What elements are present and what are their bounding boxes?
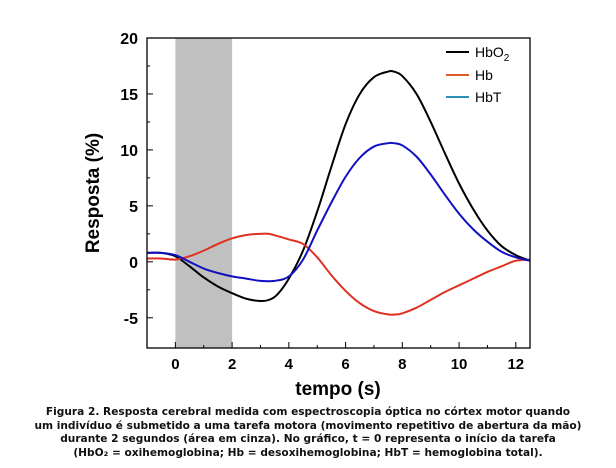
y-tick-label: 0: [129, 255, 138, 272]
plot-frame: [146, 37, 531, 349]
x-tick-label: 6: [341, 356, 349, 373]
caption-line: (HbO₂ = oxihemoglobina; Hb = desoxihemog…: [73, 446, 543, 459]
y-tick-label: 20: [120, 31, 138, 48]
legend: HbO2 Hb HbT: [446, 44, 510, 105]
line-chart: 0 2 4 6 8 10 12 -5 0 5 10 15 20 tempo (s) Resposta …: [83, 31, 531, 400]
x-tick-label: 8: [398, 356, 406, 373]
x-tick-label: 12: [507, 356, 524, 373]
series-line-hbo2: [146, 69, 531, 303]
caption-line: Figura 2. Resposta cerebral medida com e…: [45, 406, 571, 418]
series-line-hbt: [146, 141, 531, 283]
x-tick-label: 2: [228, 356, 236, 373]
task-shaded-area: [175, 38, 233, 348]
x-tick-label: 10: [451, 356, 468, 373]
y-tick-label: 15: [120, 87, 138, 104]
legend-label-hbt: HbT: [475, 89, 502, 105]
x-tick-label: 4: [285, 356, 294, 373]
y-axis-ticks: -5 0 5 10 15 20: [120, 31, 153, 328]
caption-line: um indivíduo é submetido a uma tarefa mo…: [34, 419, 582, 432]
y-axis-label: Resposta (%): [83, 133, 104, 253]
series-lines: [146, 69, 531, 316]
x-tick-label: 0: [171, 356, 179, 373]
series-line-hb: [146, 232, 531, 316]
figure-caption: Figura 2. Resposta cerebral medida com e…: [0, 406, 616, 460]
y-tick-label: 5: [129, 199, 138, 216]
legend-label-hb: Hb: [475, 67, 493, 83]
y-tick-label: 10: [120, 143, 138, 160]
shaded-task-region: [175, 38, 233, 348]
legend-label-hbo2: HbO2: [475, 44, 510, 64]
x-axis-ticks: 0 2 4 6 8 10 12: [171, 342, 524, 373]
x-axis-label: tempo (s): [295, 379, 381, 400]
caption-line: durante 2 segundos (área em cinza). No g…: [60, 433, 556, 446]
y-tick-label: -5: [124, 311, 138, 328]
